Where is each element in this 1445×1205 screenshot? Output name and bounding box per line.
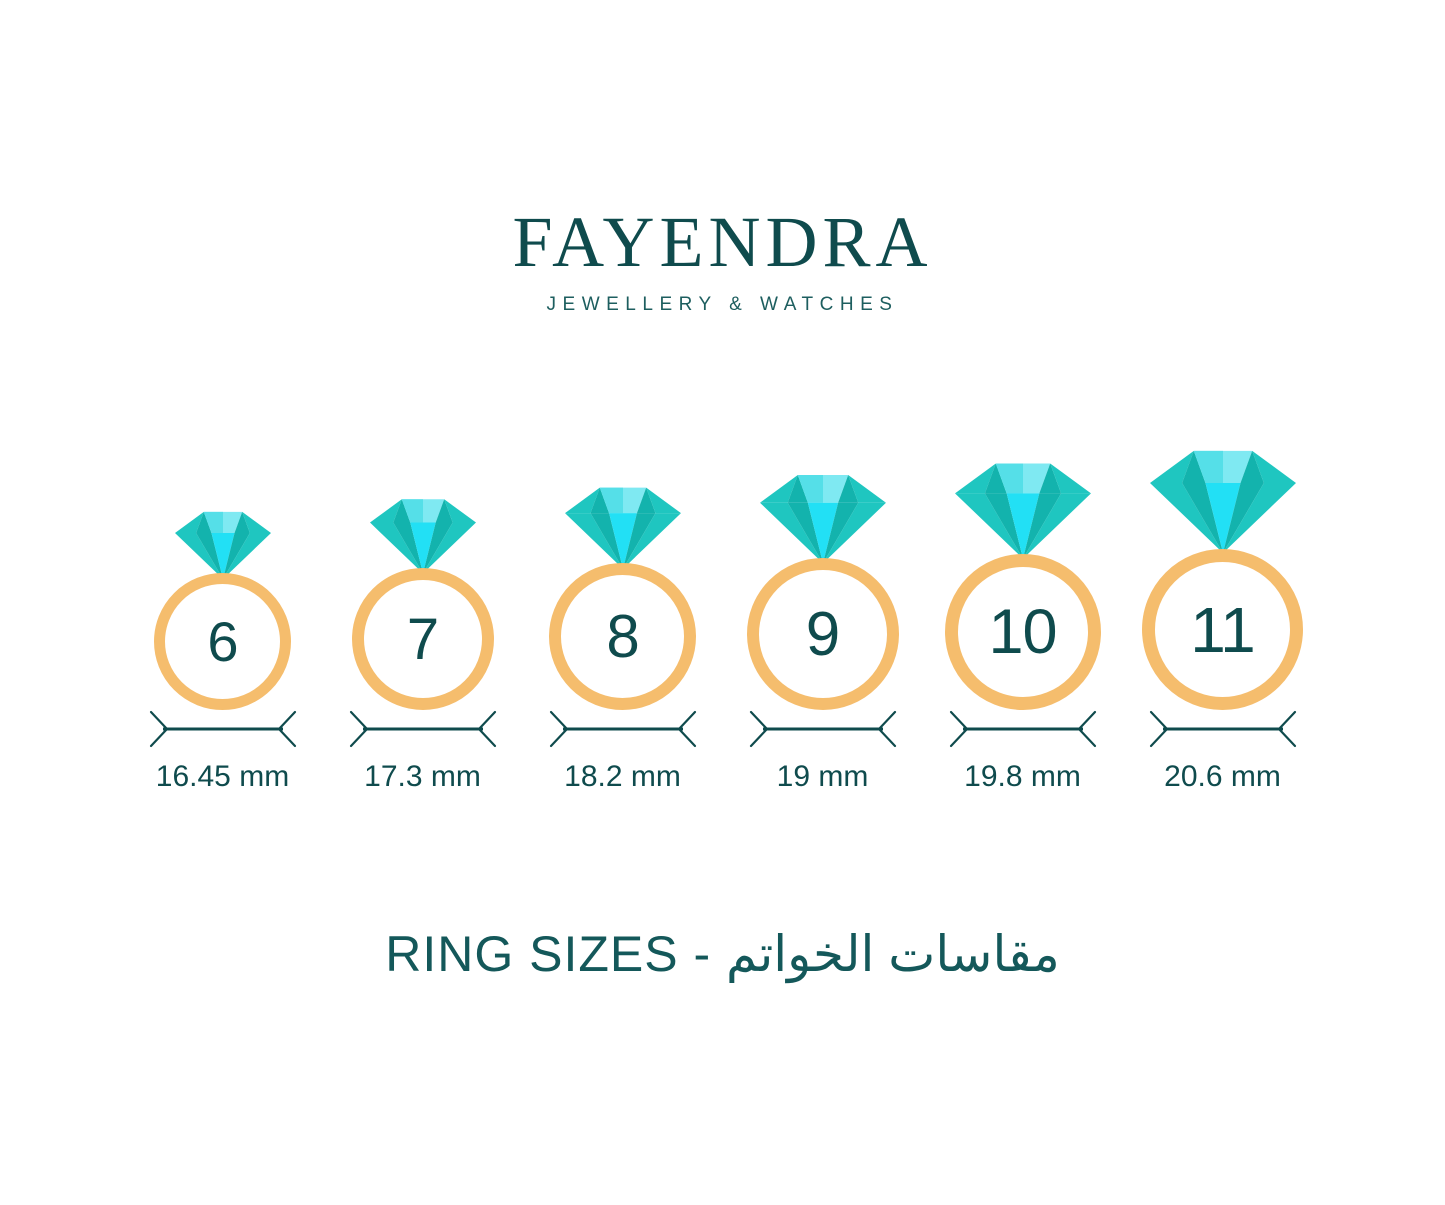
ring-band-icon: [1142, 549, 1303, 710]
diamond-icon: [759, 474, 886, 563]
brand-name: FAYENDRA: [512, 202, 933, 282]
dimension-cell: 19.8 mm: [923, 706, 1123, 816]
brand-logo: FAYENDRA JEWELLERY & WATCHES: [0, 206, 1445, 316]
dimension-cell: 19 mm: [723, 706, 923, 816]
ring-size-row: 6 7: [0, 440, 1445, 710]
ring-band-icon: [944, 554, 1101, 710]
dimension-arrow-icon: [949, 710, 1096, 748]
ring-cell[interactable]: 9: [723, 440, 923, 710]
diamond-icon: [954, 463, 1091, 559]
dimension-arrow-icon: [749, 710, 896, 748]
ring-cell[interactable]: 8: [523, 440, 723, 710]
ring-measurement-label: 17.3 mm: [364, 760, 481, 793]
ring-cell[interactable]: 6: [123, 440, 323, 710]
dimension-cell: 20.6 mm: [1123, 706, 1323, 816]
ring-band-icon: [746, 558, 899, 710]
ring-cell[interactable]: 11: [1123, 440, 1323, 710]
ring-band-icon: [549, 563, 696, 710]
dimension-row: 16.45 mm 17.3 mm 18.2 mm 19 mm 19.8 mm 2…: [0, 706, 1445, 816]
chart-title: RING SIZES - مقاسات الخواتم: [0, 925, 1445, 983]
dimension-arrow-icon: [149, 710, 296, 748]
dimension-cell: 16.45 mm: [123, 706, 323, 816]
ring-measurement-label: 20.6 mm: [1164, 760, 1281, 793]
ring-band-icon: [154, 573, 291, 710]
dimension-cell: 18.2 mm: [523, 706, 723, 816]
ring-cell[interactable]: 10: [923, 440, 1123, 710]
ring-measurement-label: 19.8 mm: [964, 760, 1081, 793]
diamond-icon: [564, 487, 681, 569]
diamond-icon: [369, 499, 476, 574]
brand-tagline: JEWELLERY & WATCHES: [546, 294, 899, 315]
ring-measurement-label: 18.2 mm: [564, 760, 681, 793]
diamond-icon: [1149, 450, 1296, 554]
dimension-arrow-icon: [1149, 710, 1296, 748]
ring-measurement-label: 16.45 mm: [155, 760, 290, 793]
diamond-icon: [174, 511, 271, 580]
ring-measurement-label: 19 mm: [776, 760, 869, 793]
ring-cell[interactable]: 7: [323, 440, 523, 710]
dimension-arrow-icon: [549, 710, 696, 748]
dimension-arrow-icon: [349, 710, 496, 748]
dimension-cell: 17.3 mm: [323, 706, 523, 816]
chart-title-text: RING SIZES - مقاسات الخواتم: [385, 926, 1060, 982]
ring-band-icon: [351, 568, 494, 710]
